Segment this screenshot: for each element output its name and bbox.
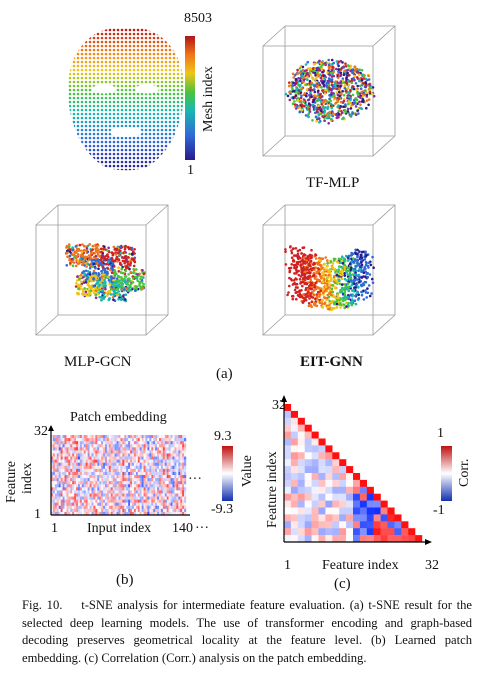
- b-x-left: 1: [51, 521, 58, 536]
- tsne-plot-tf-mlp: [262, 25, 396, 157]
- b-y-bottom: 1: [34, 507, 41, 522]
- b-y-top: 32: [34, 424, 48, 439]
- c-x-left: 1: [284, 558, 291, 573]
- c-xlabel: Feature index: [322, 558, 399, 573]
- b-x-right: 140: [172, 521, 193, 536]
- patch-embedding-title: Patch embedding: [70, 410, 167, 425]
- mesh-colorbar-min: 1: [187, 163, 194, 178]
- caption-text: t-SNE analysis for intermediate feature …: [22, 598, 473, 665]
- tsne-plot-mlp-gcn: [35, 204, 169, 336]
- mesh-colorbar-label: Mesh index: [201, 66, 216, 132]
- correlation-triangle: [281, 395, 432, 545]
- b-ylabel-line1: Feature: [4, 461, 19, 503]
- patch-embedding-heatmap: [48, 425, 190, 516]
- figure-caption: Fig. 10. t-SNE analysis for intermediate…: [22, 597, 472, 667]
- plot-label-tf-mlp: TF-MLP: [306, 175, 360, 191]
- b-colorbar-min: -9.3: [211, 502, 234, 517]
- plot-label-mlp-gcn: MLP-GCN: [64, 354, 132, 370]
- plot-label-eit-gnn: EIT-GNN: [300, 354, 363, 370]
- sublabel-c: (c): [334, 576, 351, 592]
- b-x-ellipsis: ···: [195, 521, 209, 536]
- c-colorbar-label: Corr.: [457, 458, 472, 487]
- tsne-plot-eit-gnn: [262, 204, 396, 336]
- caption-lead: Fig. 10.: [22, 598, 63, 612]
- b-colorbar-label: Value: [240, 455, 255, 487]
- b-xlabel: Input index: [87, 521, 152, 536]
- c-colorbar: [441, 446, 452, 501]
- mesh-colorbar-max: 8503: [184, 11, 212, 26]
- mesh-colorbar: [185, 36, 195, 160]
- b-heat-ellipsis: ···: [188, 472, 202, 487]
- c-colorbar-min: -1: [433, 503, 445, 518]
- c-x-right: 32: [425, 558, 439, 573]
- sublabel-b: (b): [116, 572, 134, 588]
- sublabel-a: (a): [216, 366, 233, 382]
- c-colorbar-max: 1: [437, 426, 444, 441]
- b-colorbar: [222, 446, 233, 501]
- b-colorbar-max: 9.3: [214, 429, 232, 444]
- b-ylabel-line2: index: [20, 462, 35, 494]
